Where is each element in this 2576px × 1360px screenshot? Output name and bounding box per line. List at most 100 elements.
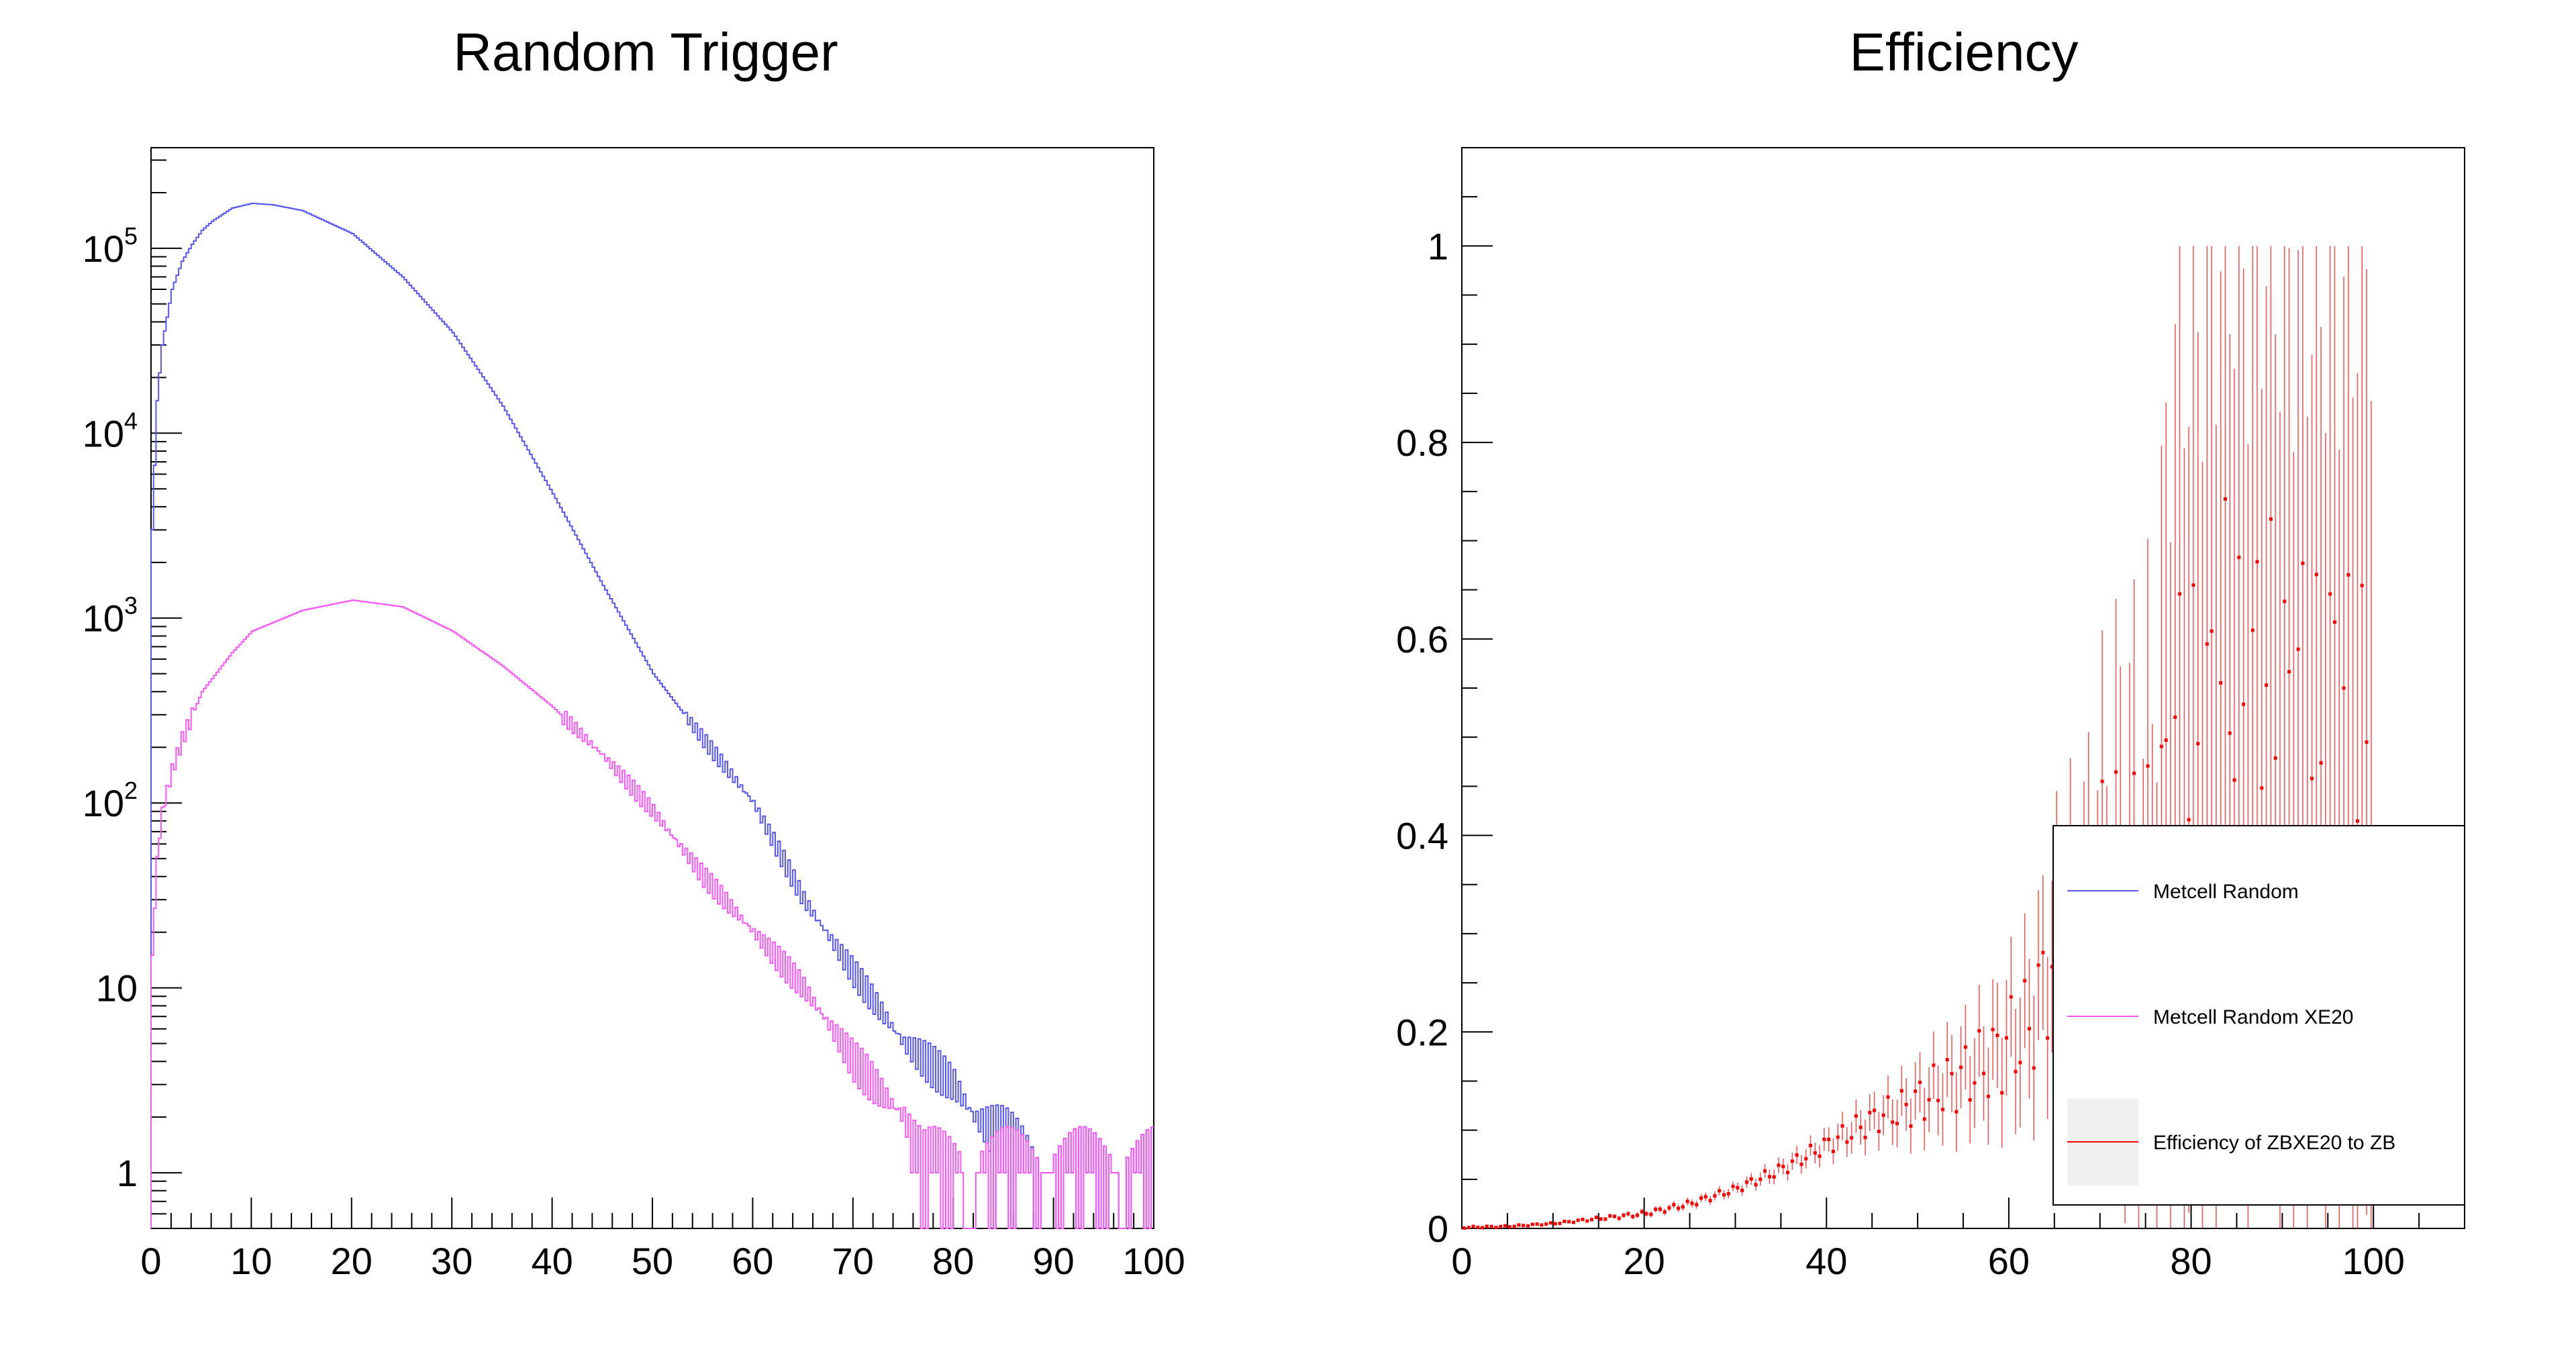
data-point: [1635, 1213, 1639, 1217]
data-point: [1672, 1203, 1676, 1207]
data-point: [1736, 1185, 1740, 1189]
data-point: [2342, 686, 2346, 690]
data-point: [1959, 1065, 1963, 1069]
data-point: [1772, 1175, 1776, 1179]
axis-ticks: 0 20 40 60 80 100 0 0.2 0.4 0.6 0.8 1: [1396, 147, 2465, 1282]
legend-label: Metcell Random XE20: [2153, 1006, 2353, 1028]
data-point: [2032, 1066, 2036, 1070]
data-point: [1786, 1171, 1790, 1175]
data-point: [1749, 1177, 1753, 1181]
data-point: [1891, 1120, 1895, 1124]
data-point: [1927, 1098, 1931, 1102]
data-point: [1795, 1153, 1799, 1157]
data-point: [1617, 1216, 1621, 1220]
data-point: [1571, 1220, 1575, 1224]
y-tick-label: 105: [83, 222, 138, 270]
data-point: [2219, 681, 2223, 685]
data-point: [1914, 1089, 1918, 1094]
data-point: [2014, 1069, 2018, 1073]
x-tick-label: 50: [632, 1240, 673, 1282]
x-tick-label: 20: [1623, 1240, 1665, 1282]
data-point: [1763, 1169, 1767, 1173]
y-tick-label: 0.2: [1396, 1011, 1448, 1053]
data-point: [1481, 1226, 1485, 1230]
data-point: [1467, 1226, 1471, 1230]
data-point: [1877, 1129, 1881, 1133]
x-tick-label: 80: [932, 1240, 974, 1282]
data-point: [2255, 560, 2259, 564]
data-point: [2237, 555, 2241, 559]
data-point: [1485, 1224, 1489, 1228]
data-point: [2196, 742, 2200, 746]
data-point: [2301, 561, 2305, 565]
data-point: [1681, 1205, 1685, 1209]
data-point: [2132, 771, 2136, 775]
data-point: [1777, 1163, 1781, 1167]
data-point: [1522, 1224, 1526, 1228]
data-point: [2100, 779, 2104, 783]
data-point: [1836, 1135, 1840, 1139]
data-point: [1599, 1217, 1603, 1221]
data-point: [1982, 1071, 1986, 1075]
data-point: [1968, 1098, 1972, 1102]
data-point: [1744, 1180, 1748, 1184]
x-tick-label: 30: [431, 1240, 473, 1282]
data-point: [2250, 628, 2255, 632]
data-point: [2355, 819, 2359, 823]
data-point: [1899, 1089, 1903, 1093]
y-tick-label: 0: [1428, 1208, 1448, 1250]
data-point: [1850, 1136, 1854, 1140]
data-point: [1818, 1154, 1822, 1158]
data-point: [1854, 1114, 1858, 1118]
data-point: [1563, 1219, 1567, 1223]
data-point: [2164, 738, 2168, 742]
data-point: [2232, 778, 2236, 782]
data-point: [2332, 620, 2336, 624]
data-point: [1813, 1151, 1817, 1155]
data-point: [1918, 1080, 1922, 1084]
data-point: [1612, 1214, 1616, 1218]
x-tick-label: 20: [331, 1240, 373, 1282]
data-point: [1489, 1224, 1493, 1228]
y-tick-label: 10: [96, 967, 138, 1010]
data-point: [1827, 1138, 1831, 1142]
data-point: [1932, 1063, 1936, 1067]
data-point: [1945, 1058, 1949, 1062]
data-point: [1904, 1102, 1908, 1106]
data-point: [2296, 647, 2300, 651]
data-point: [2360, 583, 2364, 587]
data-point: [2260, 786, 2264, 790]
data-point: [1909, 1124, 1913, 1128]
data-point: [2223, 497, 2227, 501]
data-point: [1462, 1226, 1466, 1230]
data-point: [2365, 740, 2369, 744]
data-point: [1677, 1206, 1681, 1210]
data-point: [1649, 1212, 1653, 1216]
data-point: [2018, 1061, 2022, 1065]
data-point: [2242, 702, 2246, 706]
data-point: [1608, 1214, 1612, 1218]
data-point: [1995, 1033, 1999, 1037]
data-point: [1822, 1137, 1826, 1141]
data-point: [2159, 744, 2163, 748]
data-point: [1658, 1207, 1662, 1211]
data-point: [2314, 573, 2318, 577]
data-point: [2041, 951, 2045, 955]
y-tick-label: 104: [83, 407, 138, 454]
data-point: [1873, 1108, 1877, 1112]
data-point: [1754, 1183, 1758, 1187]
data-point: [2346, 573, 2350, 577]
data-point: [1868, 1110, 1872, 1114]
y-tick-label: 103: [83, 592, 138, 640]
y-tick-label: 0.4: [1396, 815, 1448, 857]
x-tick-label: 100: [1122, 1240, 1185, 1282]
data-point: [1685, 1200, 1689, 1204]
data-point: [1476, 1225, 1480, 1229]
data-point: [2000, 1091, 2004, 1095]
data-point: [1622, 1213, 1626, 1217]
data-point: [2173, 715, 2177, 719]
data-point: [1886, 1095, 1890, 1099]
x-tick-label: 0: [140, 1240, 161, 1282]
efficiency-chart: Efficiency 0 20 40 60 80 100 0 0.2 0.4 0.6 0.8 1 Me…: [1396, 22, 2465, 1282]
